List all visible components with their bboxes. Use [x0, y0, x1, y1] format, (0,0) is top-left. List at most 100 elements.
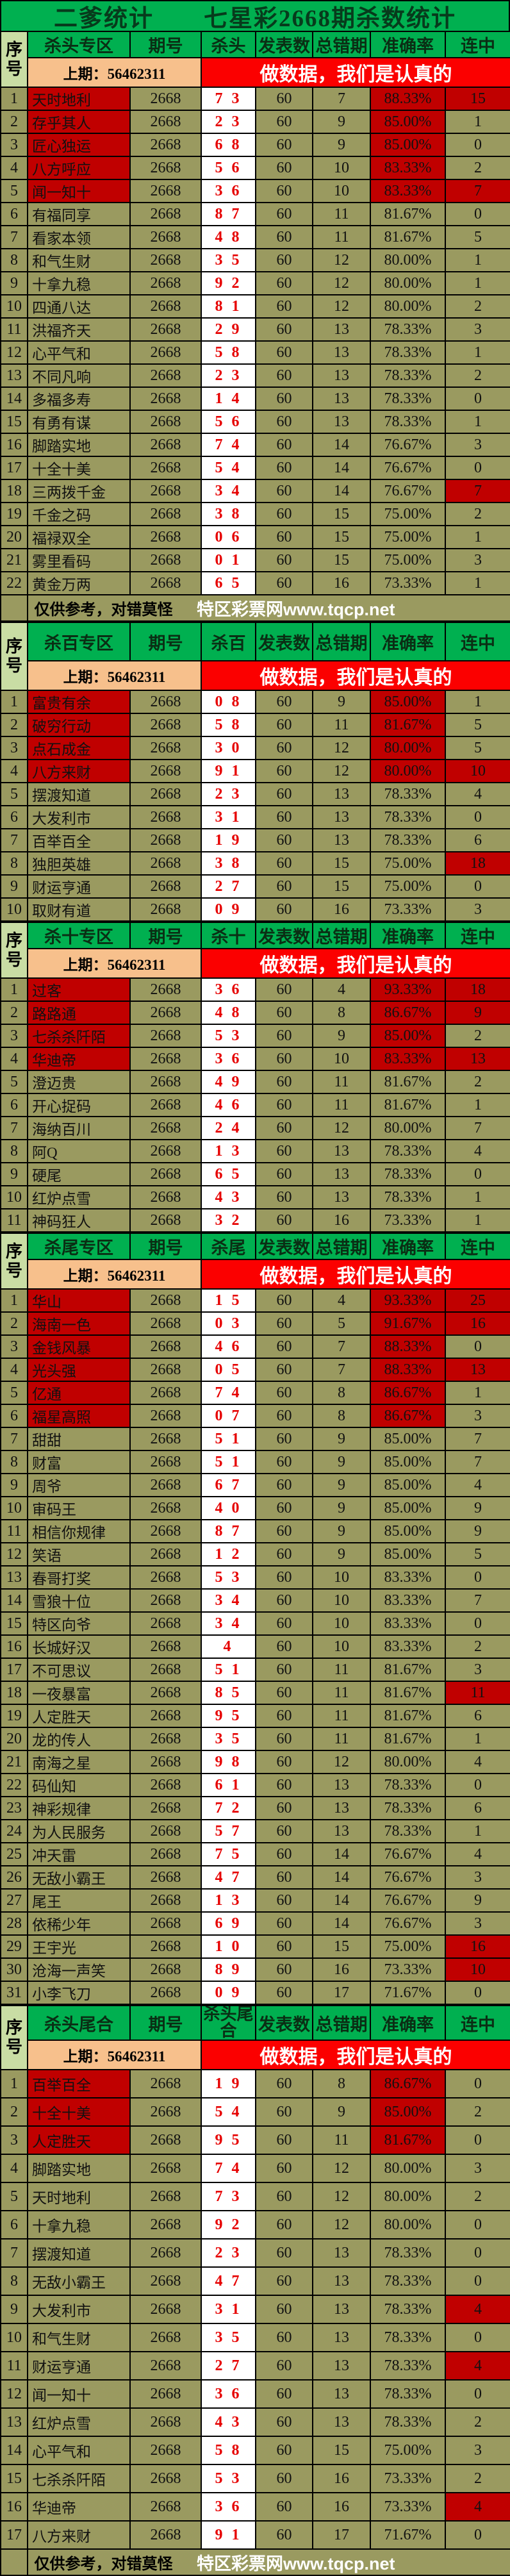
kill-numbers-cell: 2 7 [201, 874, 256, 899]
publish-count-cell: 60 [255, 1565, 313, 1590]
error-count-cell: 15 [312, 525, 371, 549]
row-index-cell: 20 [0, 1727, 28, 1751]
kill-numbers-cell: 3 6 [201, 179, 256, 203]
accuracy-cell: 93.33% [370, 977, 446, 1002]
issue-cell: 2668 [129, 2182, 202, 2211]
publish-count-cell: 60 [255, 977, 313, 1002]
error-count-cell: 10 [312, 1588, 371, 1613]
accuracy-cell: 80.00% [370, 2182, 446, 2211]
issue-cell: 2668 [129, 1865, 202, 1890]
publish-count-cell: 60 [255, 1934, 313, 1959]
error-column-header: 总错期 [312, 922, 371, 949]
accuracy-cell: 81.67% [370, 202, 446, 226]
issue-cell: 2668 [129, 1047, 202, 1071]
error-count-cell: 12 [312, 294, 371, 319]
kill-numbers-cell: 9 5 [201, 2125, 256, 2155]
accuracy-cell: 78.33% [370, 805, 446, 829]
zone-name-cell: 雾里看码 [27, 548, 131, 572]
issue-cell: 2668 [129, 1704, 202, 1728]
issue-cell: 2668 [129, 363, 202, 388]
streak-cell: 3 [445, 1658, 510, 1682]
seq-column-header: 序号 [0, 1233, 28, 1290]
issue-cell: 2668 [129, 2097, 202, 2127]
publish-count-cell: 60 [255, 479, 313, 503]
streak-cell: 1 [445, 1208, 510, 1233]
error-count-cell: 7 [312, 1334, 371, 1359]
zone-name-cell: 为人民服务 [27, 1819, 131, 1843]
zone-name-cell: 存乎其人 [27, 110, 131, 134]
zone-name-cell: 和气生财 [27, 2323, 131, 2352]
error-count-cell: 13 [312, 828, 371, 852]
row-index-cell: 8 [0, 1139, 28, 1163]
issue-cell: 2668 [129, 2125, 202, 2155]
zone-name-cell: 光头强 [27, 1358, 131, 1382]
banner-row: 上期：56462311 做数据，我们是认真的 [1, 660, 510, 691]
accuracy-cell: 85.00% [370, 1496, 446, 1520]
row-index-cell: 1 [0, 1288, 28, 1313]
kill-numbers-cell: 1 3 [201, 1888, 256, 1913]
issue-cell: 2668 [129, 340, 202, 365]
row-index-cell: 9 [0, 1162, 28, 1186]
accuracy-cell: 83.33% [370, 1565, 446, 1590]
error-count-cell: 17 [312, 2520, 371, 2550]
issue-cell: 2668 [129, 1934, 202, 1959]
accuracy-cell: 85.00% [370, 1473, 446, 1497]
table-row: 5 天时地利 2668 7 3 60 12 80.00% 2 [0, 2182, 510, 2211]
issue-cell: 2668 [129, 1565, 202, 1590]
row-index-cell: 11 [0, 2351, 28, 2381]
error-count-cell: 13 [312, 2238, 371, 2268]
row-index-cell: 17 [0, 2520, 28, 2550]
accuracy-cell: 71.67% [370, 1981, 446, 2005]
kill-numbers-cell: 2 3 [201, 110, 256, 134]
publish-count-cell: 60 [255, 1358, 313, 1382]
publish-count-cell: 60 [255, 2379, 313, 2409]
table-row: 21 雾里看码 2668 0 1 60 15 75.00% 3 [0, 548, 510, 572]
table-row: 7 甜甜 2668 5 1 60 9 85.00% 7 [0, 1427, 510, 1451]
table-row: 22 黄金万两 2668 6 5 60 16 73.33% 1 [0, 571, 510, 595]
accuracy-cell: 86.67% [370, 1381, 446, 1405]
error-count-cell: 13 [312, 805, 371, 829]
issue-cell: 2668 [129, 2295, 202, 2324]
zone-name-cell: 财运亨通 [27, 874, 131, 899]
table-row: 10 四通八达 2668 8 1 60 12 80.00% 2 [0, 294, 510, 319]
publish-count-cell: 60 [255, 1450, 313, 1474]
zone-name-cell: 人定胜天 [27, 2125, 131, 2155]
row-index-cell: 4 [0, 2154, 28, 2183]
kill-numbers-cell: 2 9 [201, 317, 256, 342]
publish-count-cell: 60 [255, 713, 313, 737]
row-index-cell: 2 [0, 2097, 28, 2127]
error-count-cell: 12 [312, 736, 371, 760]
error-count-cell: 13 [312, 782, 371, 806]
issue-column-header: 期号 [129, 922, 202, 949]
zone-name-cell: 不同凡响 [27, 363, 131, 388]
table-row: 5 摆渡知道 2668 2 3 60 13 78.33% 4 [0, 782, 510, 806]
accuracy-cell: 75.00% [370, 2436, 446, 2465]
streak-cell: 0 [445, 456, 510, 480]
accuracy-cell: 78.33% [370, 1796, 446, 1820]
streak-cell: 3 [445, 1865, 510, 1890]
zone-name-cell: 相信你规律 [27, 1519, 131, 1543]
kill-numbers-cell: 5 1 [201, 1450, 256, 1474]
issue-cell: 2668 [129, 1842, 202, 1866]
accuracy-cell: 85.00% [370, 2097, 446, 2127]
accuracy-cell: 81.67% [370, 1070, 446, 1094]
streak-cell: 3 [445, 1911, 510, 1936]
table-row: 14 雪狼十位 2668 3 4 60 10 83.33% 7 [0, 1588, 510, 1613]
issue-cell: 2668 [129, 1311, 202, 1336]
row-index-cell: 7 [0, 1116, 28, 1140]
accuracy-cell: 76.67% [370, 1842, 446, 1866]
accuracy-cell: 83.33% [370, 156, 446, 180]
streak-cell: 9 [445, 1001, 510, 1025]
kill-numbers-cell: 4 3 [201, 2407, 256, 2437]
issue-cell: 2668 [129, 1024, 202, 1048]
kill-numbers-cell: 1 0 [201, 1934, 256, 1959]
kill-numbers-cell: 3 6 [201, 2379, 256, 2409]
row-index-cell: 9 [0, 874, 28, 899]
row-index-cell: 5 [0, 1070, 28, 1094]
kill-numbers-cell: 2 3 [201, 782, 256, 806]
row-index-cell: 1 [0, 690, 28, 714]
streak-cell: 0 [445, 2266, 510, 2296]
accuracy-cell: 85.00% [370, 1450, 446, 1474]
issue-cell: 2668 [129, 571, 202, 595]
streak-cell: 2 [445, 2182, 510, 2211]
